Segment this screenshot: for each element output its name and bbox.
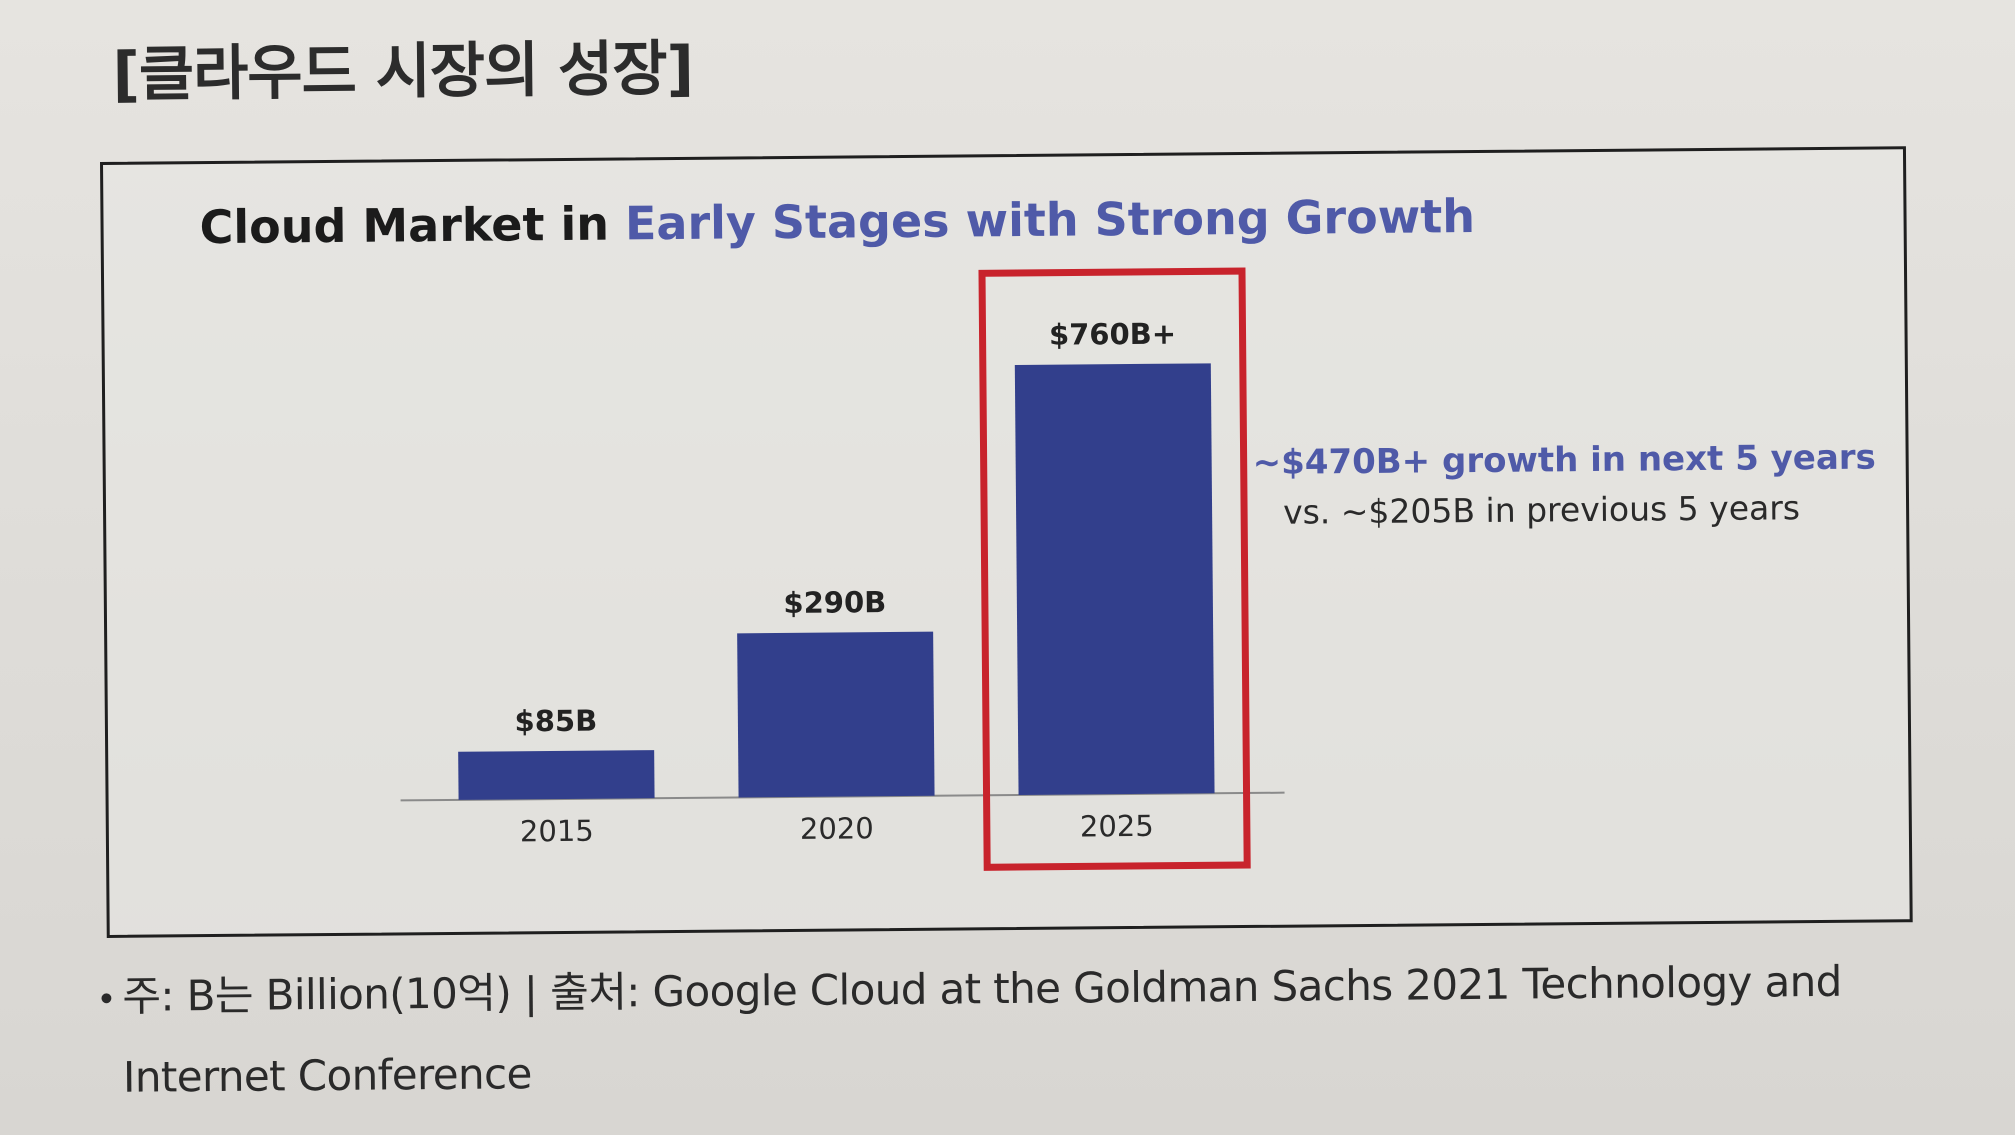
footnote: • 주: B는 Billion(10억) | 출처: Google Cloud a… xyxy=(96,942,1917,1117)
highlight-box-2025 xyxy=(978,267,1251,871)
bar-2015 xyxy=(458,750,655,800)
x-tick-label-2025: 2025 xyxy=(1080,809,1154,844)
x-tick-label-2015: 2015 xyxy=(520,814,594,849)
bar-2025 xyxy=(1014,363,1215,796)
bar-chart: $85B 2015 $290B 2020 $760B+ 2025 xyxy=(400,267,1285,871)
growth-annotation-primary: ~$470B+ growth in next 5 years xyxy=(1252,437,1877,483)
growth-annotation-secondary: vs. ~$205B in previous 5 years xyxy=(1282,488,1801,532)
chart-figure: Cloud Market in Early Stages with Strong… xyxy=(100,146,1913,938)
data-label-2025: $760B+ xyxy=(1049,317,1176,352)
footnote-line-2: Internet Conference xyxy=(122,1049,532,1102)
footnote-bullet: • xyxy=(96,979,117,1020)
data-label-2020: $290B xyxy=(783,585,886,620)
footnote-line-1: 주: B는 Billion(10억) | 출처: Google Cloud at… xyxy=(122,956,1842,1021)
section-heading: [클라우드 시장의 성장] xyxy=(112,33,694,110)
data-label-2015: $85B xyxy=(514,704,597,739)
bar-2020 xyxy=(737,631,935,798)
growth-annotation: ~$470B+ growth in next 5 years vs. ~$205… xyxy=(1252,438,1876,532)
x-tick-label-2020: 2020 xyxy=(800,811,874,846)
